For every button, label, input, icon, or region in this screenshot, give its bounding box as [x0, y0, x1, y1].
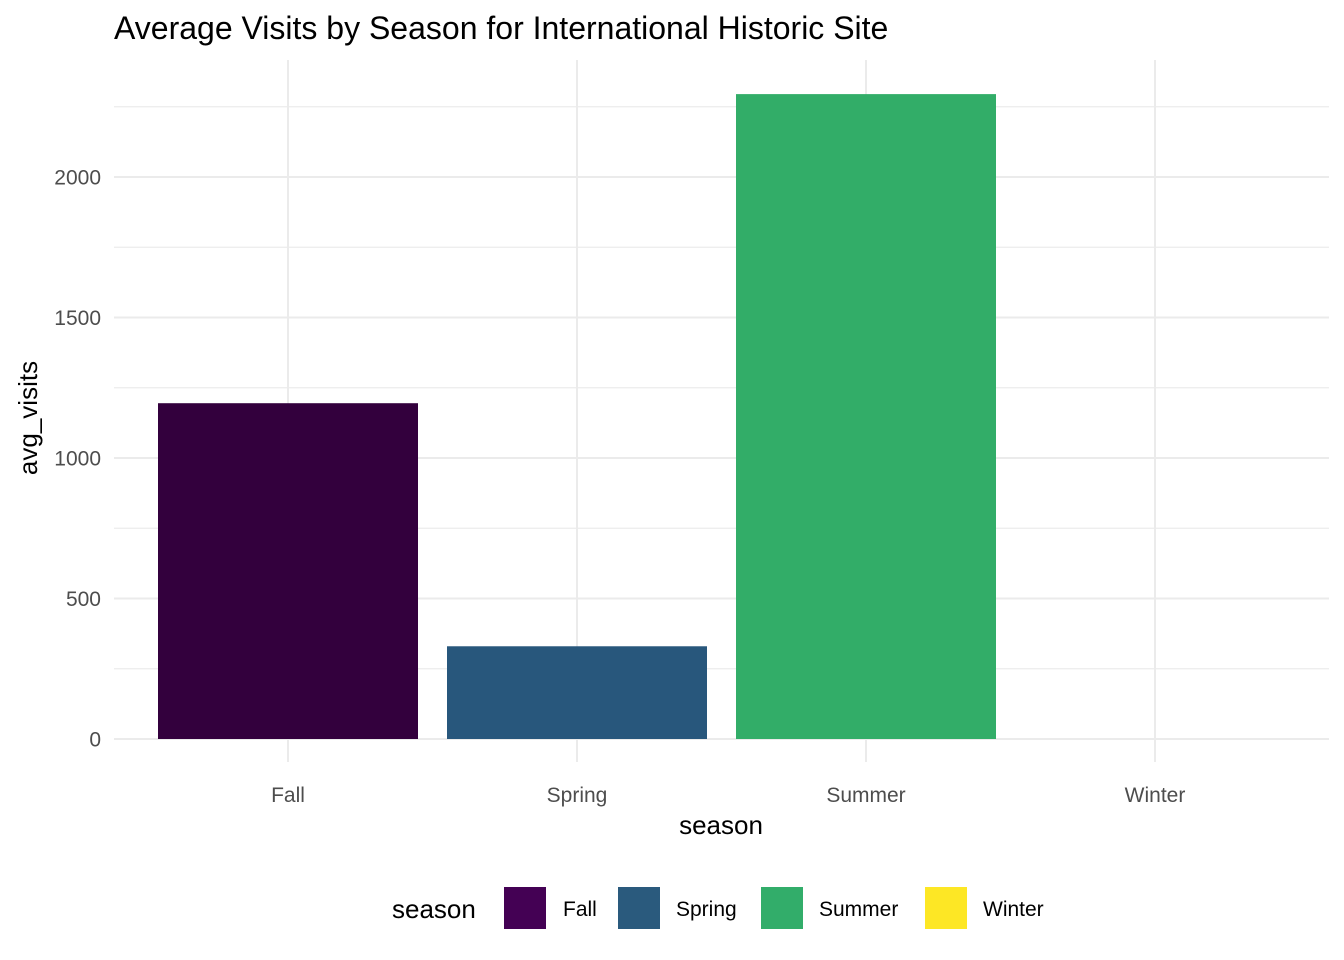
bar-summer [736, 94, 996, 740]
chart-title: Average Visits by Season for Internation… [114, 10, 888, 46]
y-tick-label: 500 [66, 588, 101, 611]
bar-spring [447, 646, 707, 739]
y-axis-title: avg_visits [13, 361, 43, 475]
legend-label-winter: Winter [983, 898, 1044, 921]
x-axis-title: season [679, 810, 763, 840]
legend-label-spring: Spring [676, 898, 737, 921]
x-tick-label: Summer [826, 784, 905, 807]
y-tick-label: 2000 [54, 167, 101, 190]
legend-key-winter [925, 887, 967, 929]
legend-label-summer: Summer [819, 898, 898, 921]
legend: season Fall Spring Summer Winter [392, 887, 1044, 929]
x-axis-tick-labels: Fall Spring Summer Winter [271, 784, 1185, 807]
y-axis-tick-labels: 0 500 1000 1500 2000 [54, 167, 101, 752]
legend-title: season [392, 894, 476, 924]
bar-fall [158, 403, 418, 739]
x-tick-label: Spring [547, 784, 608, 807]
y-tick-label: 0 [89, 729, 101, 752]
legend-key-summer [761, 887, 803, 929]
y-tick-label: 1000 [54, 448, 101, 471]
legend-label-fall: Fall [563, 898, 597, 921]
legend-key-spring [618, 887, 660, 929]
x-tick-label: Winter [1125, 784, 1186, 807]
y-tick-label: 1500 [54, 307, 101, 330]
bars [158, 94, 996, 740]
x-tick-label: Fall [271, 784, 305, 807]
legend-key-fall [504, 887, 546, 929]
